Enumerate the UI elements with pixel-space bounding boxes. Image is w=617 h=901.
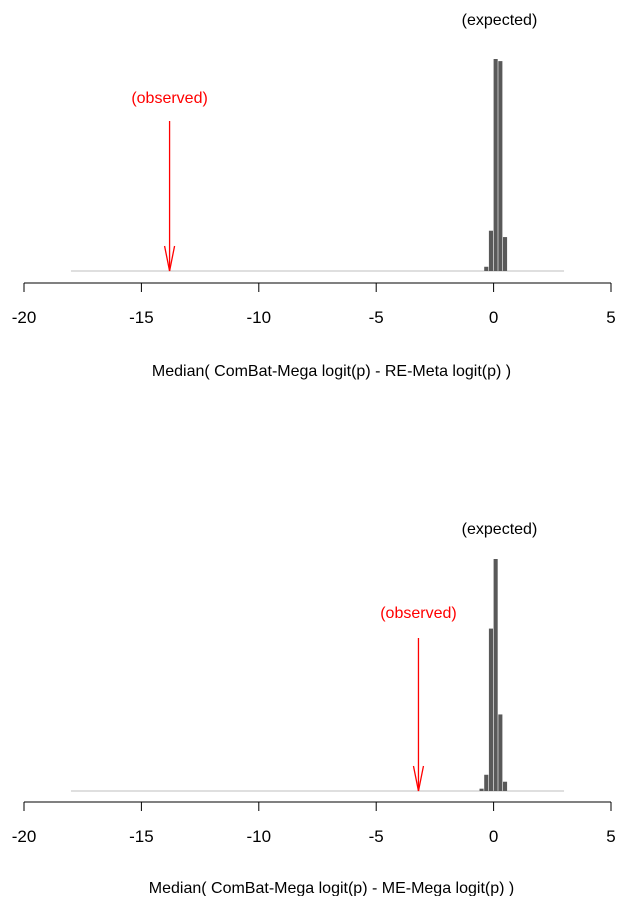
x-tick-label: -20 (12, 308, 37, 327)
observed-arrow-head (163, 245, 176, 272)
x-tick-label: -15 (129, 827, 154, 846)
histogram-bar (484, 774, 489, 791)
histogram-bar (479, 788, 484, 791)
observed-arrow (163, 121, 176, 272)
x-tick-label: -20 (12, 827, 37, 846)
observed-label: (observed) (131, 90, 207, 107)
observed-arrow-head (412, 765, 425, 792)
x-tick-label: -10 (247, 827, 272, 846)
histogram-bar (493, 59, 498, 271)
histogram-bar (493, 559, 498, 791)
histogram-bar (502, 237, 508, 271)
x-tick-label: -15 (129, 308, 154, 327)
histogram-bar (488, 628, 493, 791)
histogram-bar (498, 714, 503, 791)
histogram-bar (502, 781, 508, 791)
observed-label: (observed) (380, 605, 456, 622)
observed-arrow (412, 638, 425, 792)
expected-label: (expected) (462, 12, 538, 29)
panel-bottom: -20 -15 -10 -5 0 5 Median( ComBat-Mega logit(p… (12, 521, 616, 897)
histogram-bar (484, 266, 489, 271)
x-tick-label: 0 (489, 308, 498, 327)
x-tick-label: -10 (247, 308, 272, 327)
x-axis-label: Median( ComBat-Mega logit(p) - RE-Meta l… (152, 363, 511, 380)
panel-top: -20 -15 -10 -5 0 5 Median( ComBat-Mega logit(p… (12, 12, 616, 380)
x-axis-label: Median( ComBat-Mega logit(p) - ME-Mega l… (149, 880, 514, 896)
x-tick-label: 0 (489, 827, 498, 846)
expected-label: (expected) (462, 521, 538, 538)
x-tick-label: 5 (606, 308, 615, 327)
x-tick-label: -5 (369, 308, 384, 327)
x-tick-label: -5 (369, 827, 384, 846)
x-tick-label: 5 (606, 827, 615, 846)
histogram-bar (498, 61, 503, 272)
histogram-bar (488, 230, 493, 271)
